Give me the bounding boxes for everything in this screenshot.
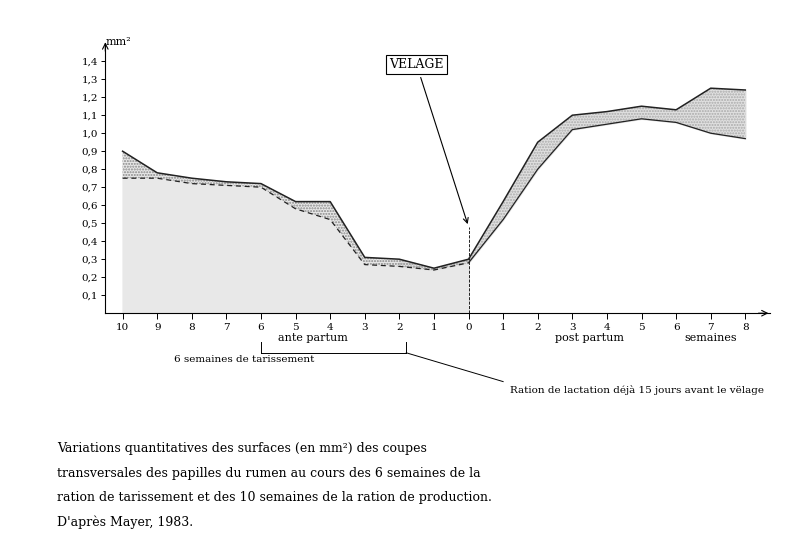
Text: 6 semaines de tarissement: 6 semaines de tarissement [174, 355, 315, 363]
Text: transversales des papilles du rumen au cours des 6 semaines de la: transversales des papilles du rumen au c… [57, 467, 480, 480]
Text: Variations quantitatives des surfaces (en mm²) des coupes: Variations quantitatives des surfaces (e… [57, 442, 427, 455]
Text: ration de tarissement et des 10 semaines de la ration de production.: ration de tarissement et des 10 semaines… [57, 491, 492, 504]
Text: VELAGE: VELAGE [390, 58, 468, 223]
Text: post partum: post partum [555, 333, 625, 343]
Text: mm²: mm² [105, 37, 131, 47]
Text: D'après Mayer, 1983.: D'après Mayer, 1983. [57, 515, 193, 529]
Text: semaines: semaines [684, 333, 737, 343]
Text: Ration de lactation déjà 15 jours avant le vëlage: Ration de lactation déjà 15 jours avant … [510, 385, 764, 395]
Text: ante partum: ante partum [278, 333, 347, 343]
